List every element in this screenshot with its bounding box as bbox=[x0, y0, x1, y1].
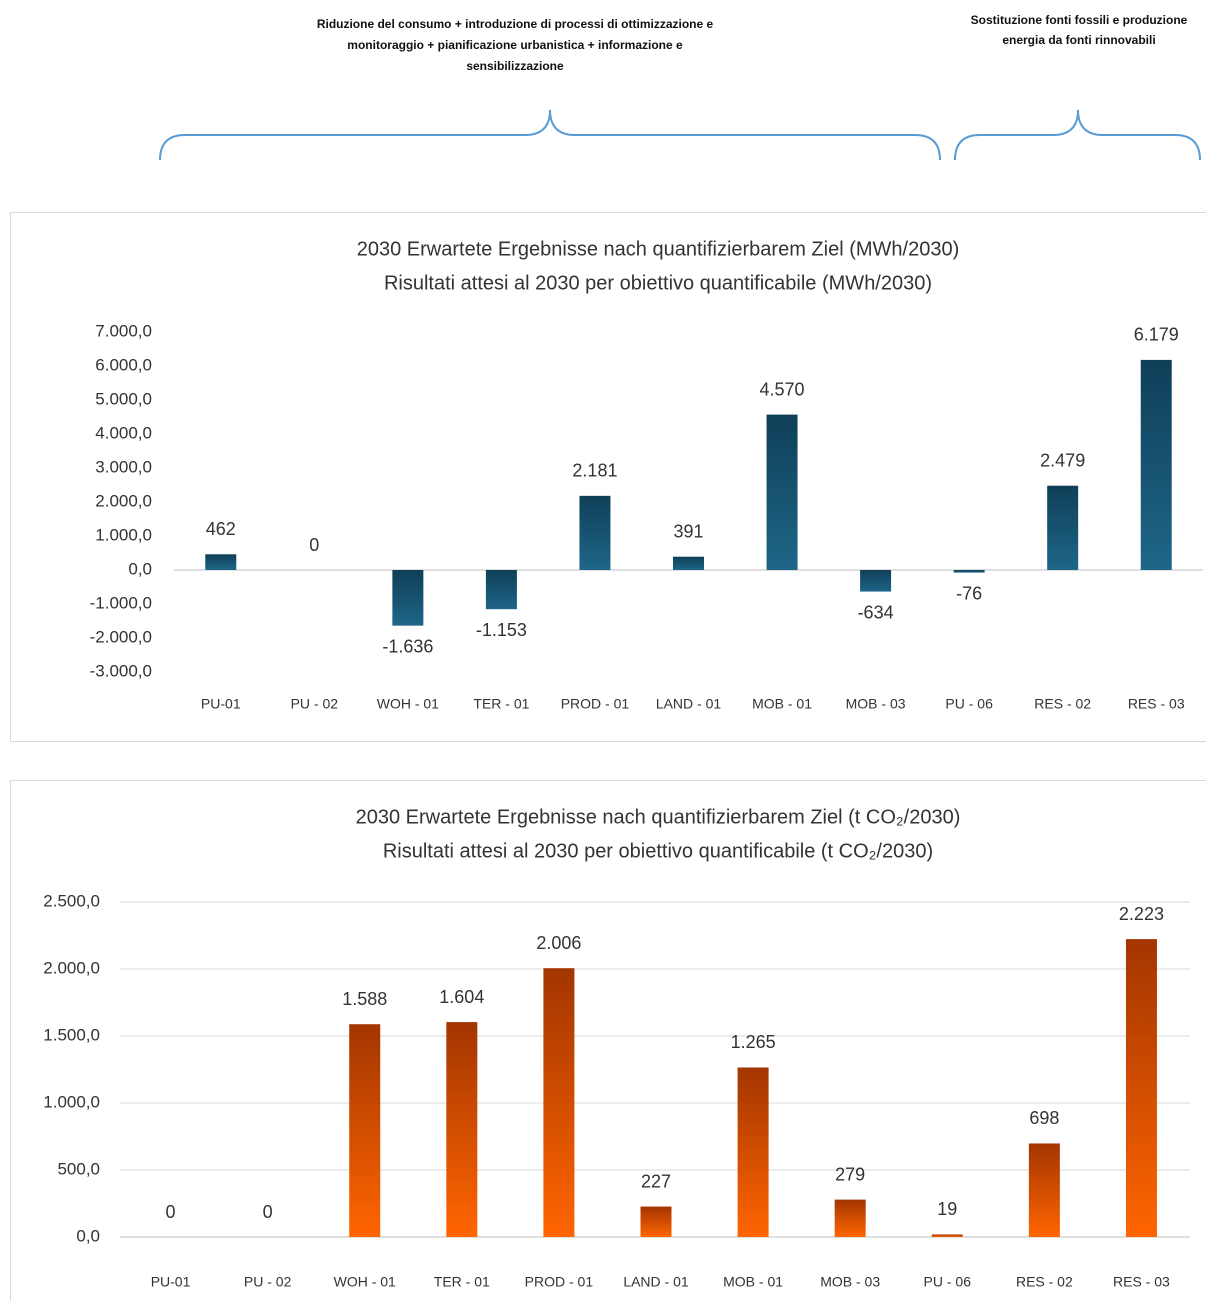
value-label: 0 bbox=[309, 535, 319, 555]
bar bbox=[1125, 939, 1157, 1237]
y-tick-label: 0,0 bbox=[76, 1226, 100, 1245]
x-tick-label: PU - 06 bbox=[924, 1274, 972, 1290]
value-label: 462 bbox=[206, 519, 236, 539]
value-label: 19 bbox=[937, 1199, 957, 1219]
x-tick-label: RES - 02 bbox=[1016, 1274, 1073, 1290]
value-label: -76 bbox=[956, 583, 982, 603]
x-tick-label: PU - 02 bbox=[291, 696, 339, 712]
x-tick-label: TER - 01 bbox=[434, 1274, 490, 1290]
value-label: 6.179 bbox=[1134, 325, 1179, 345]
x-tick-label: LAND - 01 bbox=[656, 696, 722, 712]
y-tick-label: 1.500,0 bbox=[43, 1025, 100, 1044]
bar bbox=[860, 570, 892, 592]
value-label: 4.570 bbox=[760, 379, 805, 399]
bar bbox=[766, 414, 798, 570]
chart-subtitle: Risultati attesi al 2030 per obiettivo q… bbox=[384, 272, 932, 294]
y-tick-label: 1.000,0 bbox=[43, 1092, 100, 1111]
y-tick-label: -3.000,0 bbox=[90, 661, 152, 680]
annotation: Riduzione del consumo + introduzione di … bbox=[316, 17, 714, 73]
value-label: -1.636 bbox=[382, 636, 433, 656]
annotation-box: Riduzione del consumo + introduzione di … bbox=[316, 17, 714, 73]
bar bbox=[673, 556, 704, 570]
value-label: 1.604 bbox=[439, 987, 484, 1007]
x-tick-label: MOB - 01 bbox=[723, 1274, 783, 1290]
value-label: 0 bbox=[166, 1202, 176, 1222]
x-tick-label: MOB - 03 bbox=[820, 1274, 880, 1290]
annotation-box: Sostituzione fonti fossili e produzione … bbox=[970, 13, 1188, 47]
value-label: 1.265 bbox=[731, 1032, 776, 1052]
chart-title: 2030 Erwartete Ergebnisse nach quantifiz… bbox=[356, 806, 961, 828]
bar bbox=[834, 1199, 866, 1237]
x-tick-label: PROD - 01 bbox=[561, 696, 630, 712]
x-tick-label: PU - 02 bbox=[244, 1274, 292, 1290]
x-tick-label: RES - 03 bbox=[1113, 1274, 1170, 1290]
value-label: 0 bbox=[263, 1202, 273, 1222]
x-tick-label: PROD - 01 bbox=[525, 1274, 594, 1290]
x-tick-label: MOB - 03 bbox=[846, 696, 906, 712]
y-tick-label: 500,0 bbox=[57, 1159, 100, 1178]
bar bbox=[485, 570, 517, 610]
x-tick-label: PU - 06 bbox=[945, 696, 993, 712]
x-tick-label: LAND - 01 bbox=[623, 1274, 689, 1290]
chart-subtitle: Risultati attesi al 2030 per obiettivo q… bbox=[383, 840, 933, 862]
x-tick-label: WOH - 01 bbox=[334, 1274, 396, 1290]
y-tick-label: 3.000,0 bbox=[95, 457, 152, 476]
y-tick-label: -1.000,0 bbox=[90, 593, 152, 612]
bar bbox=[205, 554, 237, 570]
x-tick-label: TER - 01 bbox=[473, 696, 529, 712]
bar bbox=[1140, 359, 1172, 570]
value-label: -634 bbox=[858, 602, 894, 622]
bracket bbox=[159, 109, 941, 161]
value-label: 279 bbox=[835, 1164, 865, 1184]
bar bbox=[640, 1206, 672, 1237]
value-label: 2.181 bbox=[572, 461, 617, 481]
y-tick-label: 2.500,0 bbox=[43, 891, 100, 910]
x-tick-label: RES - 03 bbox=[1128, 696, 1185, 712]
bar bbox=[737, 1067, 769, 1237]
y-tick-label: 7.000,0 bbox=[95, 321, 152, 340]
y-tick-label: 1.000,0 bbox=[95, 525, 152, 544]
bracket bbox=[954, 109, 1201, 161]
bar bbox=[543, 968, 575, 1237]
bar bbox=[931, 1234, 963, 1237]
x-tick-label: PU-01 bbox=[151, 1274, 191, 1290]
chart-title: 2030 Erwartete Ergebnisse nach quantifiz… bbox=[357, 238, 960, 260]
bar bbox=[1047, 485, 1079, 570]
bar bbox=[1028, 1143, 1060, 1237]
value-label: 227 bbox=[641, 1171, 671, 1191]
y-tick-label: -2.000,0 bbox=[90, 627, 152, 646]
bar bbox=[579, 495, 611, 570]
x-tick-label: WOH - 01 bbox=[377, 696, 439, 712]
bar bbox=[446, 1022, 478, 1237]
x-tick-label: MOB - 01 bbox=[752, 696, 812, 712]
value-label: 2.223 bbox=[1119, 904, 1164, 924]
chart-frame bbox=[10, 780, 1206, 1301]
value-label: 2.006 bbox=[536, 933, 581, 953]
x-tick-label: RES - 02 bbox=[1034, 696, 1091, 712]
y-tick-label: 0,0 bbox=[128, 559, 152, 578]
annotation: Sostituzione fonti fossili e produzione … bbox=[970, 13, 1188, 47]
bar bbox=[953, 570, 985, 573]
y-tick-label: 2.000,0 bbox=[43, 958, 100, 977]
y-tick-label: 6.000,0 bbox=[95, 355, 152, 374]
x-tick-label: PU-01 bbox=[201, 696, 241, 712]
value-label: 1.588 bbox=[342, 989, 387, 1009]
y-tick-label: 5.000,0 bbox=[95, 389, 152, 408]
value-label: 2.479 bbox=[1040, 450, 1085, 470]
bar bbox=[392, 570, 424, 626]
y-tick-label: 2.000,0 bbox=[95, 491, 152, 510]
value-label: 391 bbox=[673, 521, 703, 541]
value-label: -1.153 bbox=[476, 620, 527, 640]
chart-frame bbox=[10, 212, 1206, 742]
value-label: 698 bbox=[1029, 1108, 1059, 1128]
y-tick-label: 4.000,0 bbox=[95, 423, 152, 442]
bar bbox=[349, 1024, 381, 1237]
